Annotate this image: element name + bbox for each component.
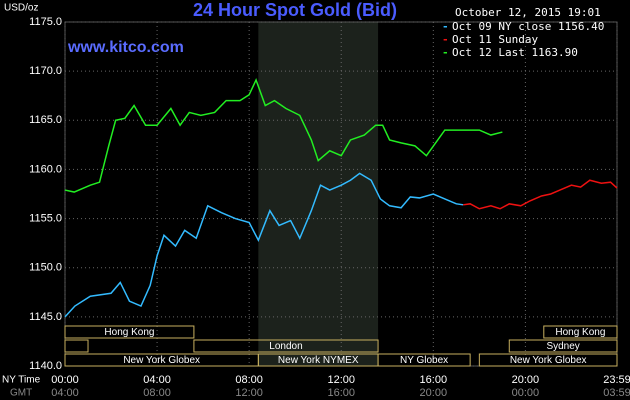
gmt-tick-label: 03:59 <box>603 387 630 399</box>
session-shade <box>258 22 379 366</box>
legend-label: Oct 09 NY close 1156.40 <box>452 20 604 33</box>
session-label: New York Globex <box>510 355 587 366</box>
timestamp: October 12, 2015 19:01 <box>455 6 601 19</box>
session-label: New York NYMEX <box>278 355 359 366</box>
gmt-tick-label: 20:00 <box>420 387 448 399</box>
y-tick-label: 1145.0 <box>29 311 62 323</box>
gmt-tick-label: 04:00 <box>51 387 79 399</box>
series-line <box>64 78 503 193</box>
gmt-tick-label: 00:00 <box>512 387 540 399</box>
y-tick-label: 1150.0 <box>29 262 62 274</box>
y-tick-label: 1165.0 <box>29 114 62 126</box>
y-tick-label: 1175.0 <box>29 16 62 28</box>
session-box <box>64 325 195 339</box>
legend-marker: - <box>442 33 449 46</box>
y-tick-label: 1155.0 <box>29 212 62 224</box>
legend-label: Oct 12 Last 1163.90 <box>452 46 578 59</box>
session-label: London <box>269 341 302 352</box>
session-box <box>193 339 379 353</box>
session-box <box>508 339 618 353</box>
chart-title: 24 Hour Spot Gold (Bid) <box>193 0 397 20</box>
legend-marker: - <box>442 20 449 33</box>
y-tick-label: 1140.0 <box>29 360 62 372</box>
legend-marker: - <box>442 46 449 59</box>
subtitle: www.kitco.com <box>67 39 184 56</box>
session-box <box>478 353 618 367</box>
session-label: NY Globex <box>400 355 448 366</box>
y-axis-label: USD/oz <box>4 3 38 14</box>
session-label: Hong Kong <box>555 327 605 338</box>
x-tick-label: 16:00 <box>420 374 448 386</box>
session-box <box>377 353 471 367</box>
x-tick-label: 08:00 <box>235 374 263 386</box>
legend-label: Oct 11 Sunday <box>452 33 538 46</box>
x-row-label: NY Time <box>2 375 41 386</box>
gmt-tick-label: 12:00 <box>235 387 263 399</box>
y-tick-label: 1170.0 <box>29 65 62 77</box>
session-label: New York Globex <box>123 355 200 366</box>
x-tick-label: 20:00 <box>512 374 540 386</box>
y-tick-label: 1160.0 <box>29 163 62 175</box>
x-tick-label: 00:00 <box>51 374 79 386</box>
series-line <box>463 179 618 210</box>
session-box <box>64 339 89 353</box>
gmt-tick-label: 08:00 <box>143 387 171 399</box>
gmt-tick-label: 16:00 <box>327 387 355 399</box>
session-box <box>543 325 618 339</box>
x-tick-label: 23:59 <box>603 374 630 386</box>
session-label: Hong Kong <box>104 327 154 338</box>
series-line <box>64 172 464 318</box>
x-tick-label: 04:00 <box>143 374 171 386</box>
x-row-label: GMT <box>10 388 32 399</box>
x-tick-label: 12:00 <box>327 374 355 386</box>
session-label: Sydney <box>546 341 579 352</box>
